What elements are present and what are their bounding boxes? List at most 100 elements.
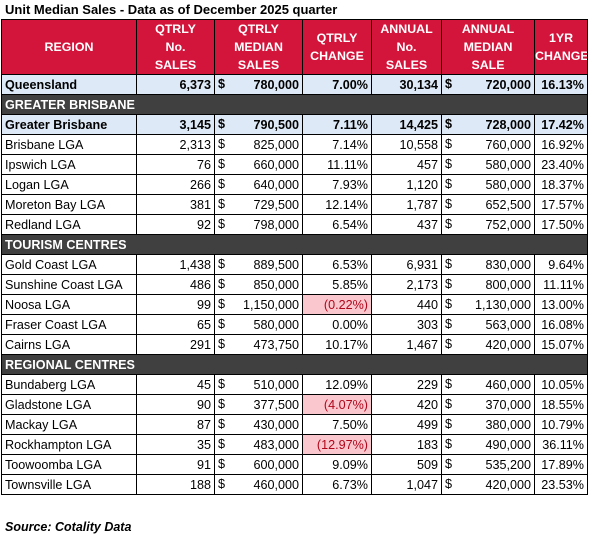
qtrly-sales-cell: 92: [136, 214, 215, 235]
qtrly-median-cell: $473,750: [214, 334, 303, 355]
table-row: Gold Coast LGA 1,438 $889,500 6.53% 6,931 $83…: [1, 254, 588, 275]
currency-value: 850,000: [253, 277, 299, 292]
currency-value: 460,000: [485, 377, 531, 392]
currency-symbol: $: [218, 437, 226, 451]
currency-value: 830,000: [485, 257, 531, 272]
qtrly-change-cell: 5.85%: [302, 274, 372, 295]
qtrly-change-cell: 6.53%: [302, 254, 372, 275]
annual-sales-cell: 437: [371, 214, 442, 235]
yr-change-cell: 36.11%: [534, 434, 588, 455]
annual-median-cell: $752,000: [441, 214, 535, 235]
section-label: REGIONAL CENTRES: [1, 354, 588, 375]
annual-sales-cell: 420: [371, 394, 442, 415]
currency-symbol: $: [218, 257, 226, 271]
currency-value: 580,000: [253, 317, 299, 332]
currency-value: 473,750: [253, 337, 299, 352]
annual-median-cell: $728,000: [441, 114, 535, 135]
table-row: Bundaberg LGA 45 $510,000 12.09% 229 $460,000…: [1, 374, 588, 395]
currency-value: 600,000: [253, 457, 299, 472]
region-cell: Townsville LGA: [1, 474, 137, 495]
qtrly-median-cell: $580,000: [214, 314, 303, 335]
currency-symbol: $: [445, 437, 453, 451]
currency-symbol: $: [445, 257, 453, 271]
annual-sales-cell: 1,120: [371, 174, 442, 195]
sales-table: REGION QTRLY No. SALES QTRLY MEDIAN SALES QT…: [1, 19, 588, 495]
yr-change-cell: 23.53%: [534, 474, 588, 495]
qtrly-change-cell: 7.11%: [302, 114, 372, 135]
annual-median-cell: $652,500: [441, 194, 535, 215]
annual-sales-cell: 509: [371, 454, 442, 475]
region-cell: Cairns LGA: [1, 334, 137, 355]
currency-value: 483,000: [253, 437, 299, 452]
currency-symbol: $: [218, 457, 226, 471]
currency-value: 580,000: [485, 157, 531, 172]
annual-median-cell: $420,000: [441, 334, 535, 355]
qtrly-change-cell: 12.09%: [302, 374, 372, 395]
region-cell: Moreton Bay LGA: [1, 194, 137, 215]
qtrly-sales-cell: 99: [136, 294, 215, 315]
qtrly-sales-cell: 6,373: [136, 74, 215, 95]
currency-symbol: $: [445, 417, 453, 431]
yr-change-cell: 10.79%: [534, 414, 588, 435]
section-header-row: GREATER BRISBANE: [1, 94, 588, 115]
qtrly-median-cell: $510,000: [214, 374, 303, 395]
header-region: REGION: [1, 19, 137, 75]
currency-symbol: $: [218, 77, 226, 91]
currency-symbol: $: [445, 277, 453, 291]
region-cell: Toowoomba LGA: [1, 454, 137, 475]
currency-symbol: $: [445, 217, 453, 231]
currency-value: 1,150,000: [242, 297, 299, 312]
currency-symbol: $: [445, 397, 453, 411]
qtrly-change-cell: 7.50%: [302, 414, 372, 435]
yr-change-cell: 16.92%: [534, 134, 588, 155]
annual-sales-cell: 30,134: [371, 74, 442, 95]
region-cell: Logan LGA: [1, 174, 137, 195]
qtrly-change-cell: 11.11%: [302, 154, 372, 175]
annual-median-cell: $800,000: [441, 274, 535, 295]
table-row: Greater Brisbane 3,145 $790,500 7.11% 14,425…: [1, 114, 588, 135]
qtrly-change-cell: 6.73%: [302, 474, 372, 495]
currency-symbol: $: [218, 397, 226, 411]
currency-symbol: $: [445, 337, 453, 351]
currency-symbol: $: [218, 297, 226, 311]
currency-value: 798,000: [253, 217, 299, 232]
currency-symbol: $: [218, 417, 226, 431]
currency-value: 752,000: [485, 217, 531, 232]
annual-sales-cell: 303: [371, 314, 442, 335]
annual-sales-cell: 229: [371, 374, 442, 395]
yr-change-cell: 17.57%: [534, 194, 588, 215]
currency-value: 490,000: [485, 437, 531, 452]
currency-symbol: $: [445, 177, 453, 191]
annual-median-cell: $535,200: [441, 454, 535, 475]
qtrly-change-cell: 7.14%: [302, 134, 372, 155]
annual-median-cell: $460,000: [441, 374, 535, 395]
yr-change-cell: 16.13%: [534, 74, 588, 95]
region-cell: Sunshine Coast LGA: [1, 274, 137, 295]
currency-symbol: $: [445, 137, 453, 151]
currency-value: 460,000: [253, 477, 299, 492]
table-row: Toowoomba LGA 91 $600,000 9.09% 509 $535,200 1…: [1, 454, 588, 475]
currency-symbol: $: [445, 457, 453, 471]
header-yr-change: 1YR CHANGE: [534, 19, 588, 75]
region-cell: Fraser Coast LGA: [1, 314, 137, 335]
region-cell: Gold Coast LGA: [1, 254, 137, 275]
currency-value: 377,500: [253, 397, 299, 412]
region-cell: Rockhampton LGA: [1, 434, 137, 455]
currency-symbol: $: [445, 77, 453, 91]
qtrly-change-cell: (0.22%): [302, 294, 372, 315]
qtrly-median-cell: $660,000: [214, 154, 303, 175]
qtrly-sales-cell: 35: [136, 434, 215, 455]
currency-value: 800,000: [485, 277, 531, 292]
section-label: TOURISM CENTRES: [1, 234, 588, 255]
yr-change-cell: 17.42%: [534, 114, 588, 135]
annual-median-cell: $720,000: [441, 74, 535, 95]
annual-median-cell: $420,000: [441, 474, 535, 495]
qtrly-median-cell: $729,500: [214, 194, 303, 215]
annual-median-cell: $580,000: [441, 154, 535, 175]
table-body: Queensland 6,373 $780,000 7.00% 30,134 $720,0…: [1, 74, 588, 495]
annual-sales-cell: 6,931: [371, 254, 442, 275]
qtrly-change-cell: 6.54%: [302, 214, 372, 235]
currency-value: 825,000: [253, 137, 299, 152]
currency-symbol: $: [445, 117, 453, 131]
